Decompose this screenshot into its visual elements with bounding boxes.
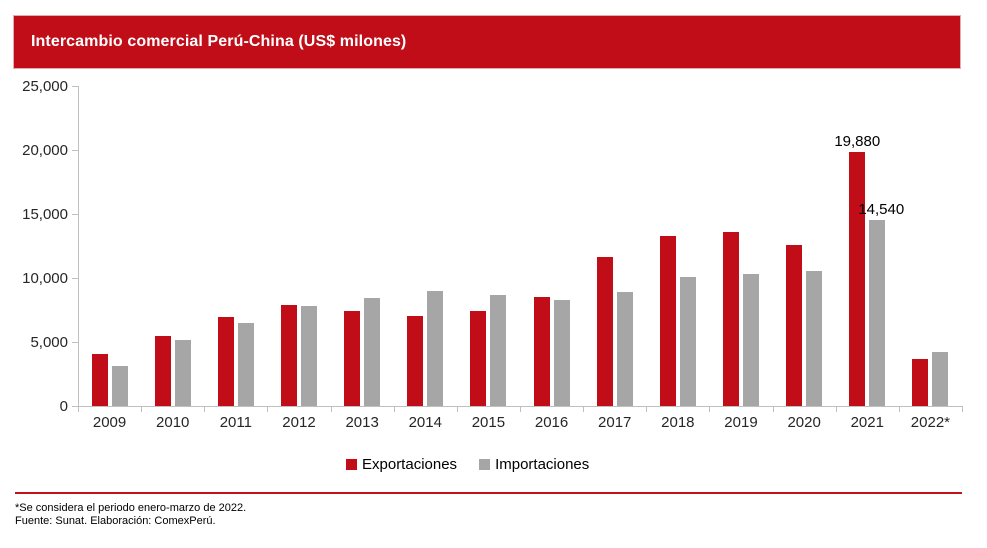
x-axis-tick xyxy=(583,407,585,412)
x-axis-tick xyxy=(709,407,711,412)
x-axis-category-label: 2010 xyxy=(156,414,190,431)
x-axis-tick xyxy=(204,407,206,412)
bar-exportaciones-2017 xyxy=(596,257,613,406)
bar-importaciones-2009 xyxy=(111,366,128,406)
bar-exportaciones-2020 xyxy=(786,245,803,406)
bar-importaciones-2021 xyxy=(869,220,886,406)
bar-importaciones-2019 xyxy=(743,274,759,406)
y-axis-tick-label: 20,000 xyxy=(22,142,68,159)
x-axis-category-label: 2014 xyxy=(408,414,442,431)
x-axis-tick xyxy=(330,407,332,412)
x-axis-category-label: 2022* xyxy=(910,414,951,431)
bar-exportaciones-2009 xyxy=(91,354,108,406)
x-axis-line xyxy=(78,406,963,407)
x-axis-category-label: 2012 xyxy=(282,414,316,431)
bar-exportaciones-2011 xyxy=(217,317,234,406)
x-axis-category-label: 2009 xyxy=(92,414,127,431)
y-axis-tick-label: 0 xyxy=(59,398,68,415)
y-axis-tick-label: 15,000 xyxy=(22,206,68,223)
legend-label-importaciones: Importaciones xyxy=(495,456,590,473)
legend-item-exportaciones: Exportaciones xyxy=(346,456,457,473)
bar-importaciones-2018 xyxy=(679,277,696,406)
x-axis-tick xyxy=(962,407,963,412)
bar-importaciones-2016 xyxy=(553,300,570,406)
x-axis-category-label: 2013 xyxy=(345,414,379,431)
footnote-period: *Se considera el periodo enero-marzo de … xyxy=(15,502,247,514)
legend-swatch-exportaciones-icon xyxy=(346,459,357,470)
legend-item-importaciones: Importaciones xyxy=(479,456,589,473)
y-axis-tick xyxy=(72,214,78,215)
x-axis-tick xyxy=(835,407,837,412)
bar-exportaciones-2015 xyxy=(470,311,487,406)
bar-data-label: 14,540 xyxy=(858,201,905,218)
chart-title: Intercambio comercial Perú-China (US$ mi… xyxy=(31,33,407,50)
y-axis-tick xyxy=(72,86,78,87)
bar-exportaciones-2021 xyxy=(849,152,866,406)
x-axis-category-label: 2019 xyxy=(724,414,758,431)
bar-exportaciones-2013 xyxy=(344,311,361,406)
legend-swatch-importaciones-icon xyxy=(479,459,491,470)
bar-data-label: 19,880 xyxy=(834,133,881,150)
bar-importaciones-2022* xyxy=(932,352,949,406)
footer-divider xyxy=(15,492,962,494)
bar-importaciones-2017 xyxy=(616,292,633,406)
y-axis-line xyxy=(78,86,79,407)
bar-exportaciones-2022* xyxy=(912,359,929,406)
bar-importaciones-2010 xyxy=(174,340,191,406)
bar-importaciones-2015 xyxy=(490,295,507,406)
bar-exportaciones-2016 xyxy=(533,297,550,406)
bar-exportaciones-2012 xyxy=(281,305,297,406)
bar-importaciones-2020 xyxy=(806,271,823,406)
bar-importaciones-2013 xyxy=(364,298,381,406)
bar-importaciones-2014 xyxy=(427,291,444,406)
bar-importaciones-2011 xyxy=(237,323,254,406)
bar-exportaciones-2018 xyxy=(659,236,676,406)
y-axis-tick xyxy=(72,278,78,279)
x-axis-tick xyxy=(456,407,458,412)
y-axis-tick-label: 10,000 xyxy=(22,270,68,287)
x-axis-tick xyxy=(141,407,143,412)
bar-exportaciones-2019 xyxy=(723,232,739,406)
bar-exportaciones-2014 xyxy=(407,316,424,406)
x-axis-category-label: 2011 xyxy=(219,414,252,431)
x-axis-tick xyxy=(898,407,900,412)
x-axis-tick xyxy=(772,407,774,412)
chart-title-banner: Intercambio comercial Perú-China (US$ mi… xyxy=(13,15,961,69)
x-axis-category-label: 2018 xyxy=(661,414,695,431)
chart-legend: Exportaciones Importaciones xyxy=(346,456,589,473)
y-axis-tick xyxy=(72,406,78,407)
y-axis-tick-label: 25,000 xyxy=(22,78,68,95)
x-axis-category-label: 2016 xyxy=(534,414,569,431)
bar-importaciones-2012 xyxy=(301,306,317,406)
x-axis-category-label: 2020 xyxy=(787,414,821,431)
x-axis-category-label: 2021 xyxy=(850,414,884,431)
y-axis-tick-label: 5,000 xyxy=(30,334,68,351)
x-axis-tick xyxy=(393,407,395,412)
x-axis-tick xyxy=(646,407,648,412)
footnote-source: Fuente: Sunat. Elaboración: ComexPerú. xyxy=(15,515,216,527)
legend-label-exportaciones: Exportaciones xyxy=(362,456,458,473)
bar-exportaciones-2010 xyxy=(154,336,171,406)
x-axis-category-label: 2017 xyxy=(598,414,632,431)
x-axis-tick xyxy=(520,407,521,412)
x-axis-category-label: 2015 xyxy=(471,414,506,431)
x-axis-tick xyxy=(78,407,79,412)
x-axis-tick xyxy=(267,407,269,412)
y-axis-tick xyxy=(72,342,78,343)
y-axis-tick xyxy=(72,150,78,151)
